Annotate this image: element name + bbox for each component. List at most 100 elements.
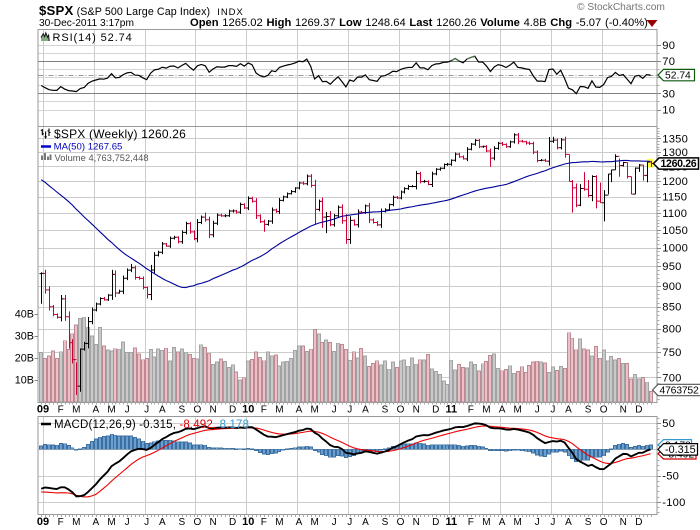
svg-text:4763752: 4763752 bbox=[660, 386, 699, 397]
svg-text:RSI(14) 52.74: RSI(14) 52.74 bbox=[53, 32, 133, 44]
svg-text:09: 09 bbox=[37, 404, 49, 416]
svg-text:N: N bbox=[413, 517, 420, 528]
svg-text:$SPX (Weekly) 1260.26: $SPX (Weekly) 1260.26 bbox=[54, 127, 186, 141]
svg-text:N: N bbox=[209, 517, 216, 528]
svg-text:M: M bbox=[514, 405, 522, 416]
svg-text:M: M bbox=[72, 405, 80, 416]
svg-text:J: J bbox=[347, 517, 352, 528]
svg-text:J: J bbox=[535, 405, 540, 416]
svg-text:1300: 1300 bbox=[662, 147, 688, 159]
svg-text:M: M bbox=[482, 517, 490, 528]
svg-text:50: 50 bbox=[662, 418, 675, 430]
svg-text:M: M bbox=[514, 517, 522, 528]
svg-text:1150: 1150 bbox=[662, 192, 687, 204]
svg-text:11: 11 bbox=[446, 404, 458, 416]
svg-text:1100: 1100 bbox=[662, 208, 687, 220]
svg-text:M: M bbox=[482, 405, 490, 416]
svg-text:MA(50) 1267.65: MA(50) 1267.65 bbox=[54, 142, 123, 153]
svg-text:J: J bbox=[535, 517, 540, 528]
svg-text:N: N bbox=[209, 405, 216, 416]
svg-text:D: D bbox=[635, 517, 642, 528]
svg-text:M: M bbox=[275, 405, 283, 416]
svg-text:A: A bbox=[362, 517, 369, 528]
svg-text:-0.315: -0.315 bbox=[665, 444, 696, 456]
svg-text:F: F bbox=[468, 405, 474, 416]
svg-text:A: A bbox=[159, 405, 166, 416]
svg-text:A: A bbox=[565, 405, 572, 416]
svg-text:O: O bbox=[600, 405, 608, 416]
svg-text:A: A bbox=[499, 405, 506, 416]
svg-text:S: S bbox=[382, 405, 389, 416]
svg-text:J: J bbox=[550, 405, 555, 416]
svg-text:J: J bbox=[125, 517, 130, 528]
svg-text:S: S bbox=[382, 517, 389, 528]
svg-text:O: O bbox=[397, 517, 405, 528]
svg-text:S: S bbox=[178, 517, 185, 528]
svg-text:1050: 1050 bbox=[662, 225, 688, 237]
svg-text:20B: 20B bbox=[15, 353, 34, 365]
svg-text:J: J bbox=[144, 517, 149, 528]
svg-text:D: D bbox=[432, 405, 439, 416]
svg-text:MACD(12,26,9) -0.315, -8.492,: MACD(12,26,9) -0.315, -8.492, 8.178 bbox=[54, 419, 249, 431]
svg-text:1200: 1200 bbox=[662, 176, 688, 188]
svg-text:Volume 4,763,752,448: Volume 4,763,752,448 bbox=[55, 153, 149, 163]
svg-text:M: M bbox=[107, 405, 115, 416]
svg-text:F: F bbox=[58, 517, 64, 528]
svg-text:70: 70 bbox=[662, 56, 675, 68]
svg-text:09: 09 bbox=[37, 516, 49, 528]
svg-text:A: A bbox=[93, 405, 100, 416]
svg-text:1000: 1000 bbox=[662, 243, 688, 255]
svg-text:850: 850 bbox=[662, 302, 681, 314]
svg-text:D: D bbox=[229, 517, 236, 528]
svg-text:52.74: 52.74 bbox=[665, 71, 691, 82]
svg-text:A: A bbox=[499, 517, 506, 528]
svg-text:700: 700 bbox=[662, 372, 681, 384]
svg-text:J: J bbox=[144, 405, 149, 416]
svg-text:-100: -100 bbox=[662, 497, 685, 509]
svg-text:A: A bbox=[362, 405, 369, 416]
svg-text:O: O bbox=[194, 405, 202, 416]
svg-text:10: 10 bbox=[242, 404, 254, 416]
svg-text:N: N bbox=[620, 405, 627, 416]
svg-text:A: A bbox=[296, 517, 303, 528]
svg-text:11: 11 bbox=[446, 516, 458, 528]
svg-text:M: M bbox=[310, 405, 318, 416]
svg-text:S: S bbox=[585, 517, 592, 528]
svg-text:800: 800 bbox=[662, 324, 681, 336]
svg-text:10B: 10B bbox=[15, 375, 34, 387]
svg-text:M: M bbox=[275, 517, 283, 528]
svg-text:900: 900 bbox=[662, 281, 681, 293]
svg-text:F: F bbox=[468, 517, 474, 528]
svg-text:J: J bbox=[550, 517, 555, 528]
svg-text:O: O bbox=[600, 517, 608, 528]
svg-text:S: S bbox=[178, 405, 185, 416]
svg-text:J: J bbox=[347, 405, 352, 416]
svg-text:N: N bbox=[413, 405, 420, 416]
svg-text:F: F bbox=[261, 405, 267, 416]
svg-text:J: J bbox=[125, 405, 130, 416]
svg-text:1350: 1350 bbox=[662, 133, 688, 145]
svg-text:O: O bbox=[194, 517, 202, 528]
svg-text:J: J bbox=[332, 405, 337, 416]
svg-text:30: 30 bbox=[662, 88, 675, 100]
svg-text:10: 10 bbox=[662, 104, 675, 116]
svg-text:D: D bbox=[229, 405, 236, 416]
svg-text:90: 90 bbox=[662, 40, 675, 52]
svg-text:M: M bbox=[107, 517, 115, 528]
svg-text:N: N bbox=[620, 517, 627, 528]
svg-text:A: A bbox=[159, 517, 166, 528]
svg-text:30B: 30B bbox=[15, 331, 34, 343]
svg-text:750: 750 bbox=[662, 347, 681, 359]
svg-text:D: D bbox=[432, 517, 439, 528]
svg-text:J: J bbox=[332, 517, 337, 528]
svg-text:A: A bbox=[296, 405, 303, 416]
svg-text:F: F bbox=[58, 405, 64, 416]
svg-text:A: A bbox=[93, 517, 100, 528]
svg-text:S: S bbox=[585, 405, 592, 416]
svg-text:40B: 40B bbox=[15, 309, 34, 321]
svg-text:F: F bbox=[261, 517, 267, 528]
svg-text:M: M bbox=[72, 517, 80, 528]
svg-text:950: 950 bbox=[662, 261, 681, 273]
svg-text:-50: -50 bbox=[662, 470, 679, 482]
svg-text:O: O bbox=[397, 405, 405, 416]
